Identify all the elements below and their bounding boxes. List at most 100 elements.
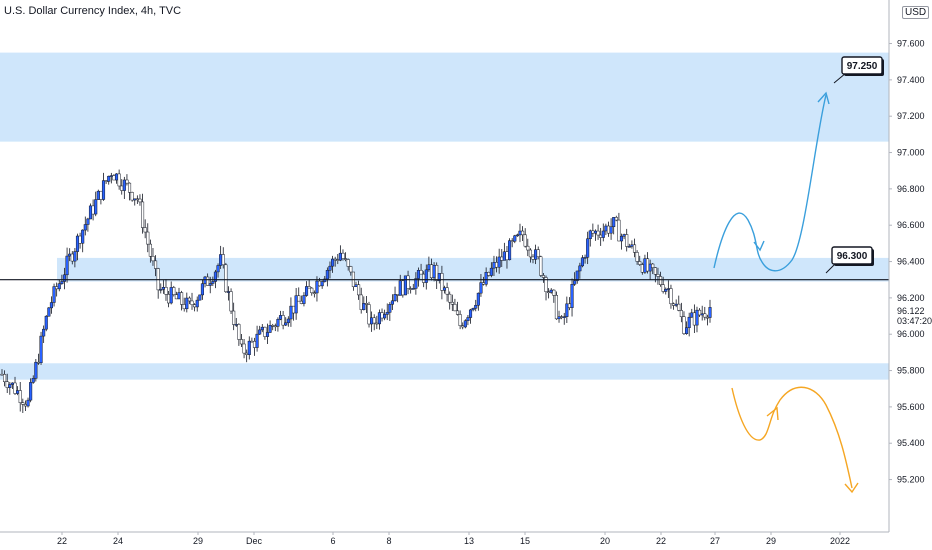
- candle-body: [3, 374, 7, 382]
- candle-body: [55, 286, 59, 290]
- candle-body: [247, 340, 251, 355]
- candle-body: [510, 240, 514, 242]
- candle-body: [536, 249, 540, 258]
- y-tick-label: 96.000: [897, 329, 925, 339]
- level-96300-label: 96.300: [825, 246, 874, 274]
- x-tick-label: 22: [57, 536, 67, 546]
- candle-body: [554, 295, 558, 320]
- x-tick-label: 20: [600, 536, 610, 546]
- candle-body: [65, 255, 69, 276]
- candle-body: [57, 283, 61, 290]
- candle-body: [13, 382, 17, 394]
- candle-body: [216, 265, 220, 273]
- candle-body: [552, 289, 556, 296]
- candle-body: [580, 257, 585, 267]
- candle-body: [461, 325, 465, 328]
- candle-body: [164, 287, 168, 295]
- candle-body: [78, 235, 82, 244]
- candle-body: [8, 384, 12, 388]
- y-tick-label: 96.200: [897, 293, 925, 303]
- candle-body: [497, 256, 501, 268]
- candle-body: [0, 373, 4, 376]
- candle-body: [299, 300, 303, 304]
- candle-body: [453, 303, 457, 312]
- level-96300-label-box: [831, 246, 873, 265]
- candle-body: [669, 288, 673, 305]
- candle-body: [528, 249, 532, 258]
- candle-body: [645, 258, 650, 272]
- x-tick-label: 29: [766, 536, 776, 546]
- candle-body: [16, 390, 20, 394]
- x-tick-label: 8: [386, 536, 391, 546]
- candle-body: [354, 284, 358, 287]
- x-tick-label: 13: [464, 536, 474, 546]
- candle-body: [125, 179, 129, 184]
- candle-body: [364, 303, 368, 305]
- candle-body: [677, 303, 681, 311]
- candle-body: [448, 293, 452, 303]
- target-97250-label-box: [841, 56, 883, 75]
- candle-body: [596, 230, 600, 236]
- candle-body: [75, 235, 80, 252]
- candle-body: [180, 292, 184, 305]
- candle-body: [18, 390, 22, 403]
- candle-body: [83, 224, 87, 231]
- candle-body: [393, 294, 397, 302]
- x-tick-label: 2022: [830, 536, 850, 546]
- target-97250-label: 97.250: [833, 56, 884, 84]
- candle-body: [239, 339, 244, 345]
- candle-body: [367, 304, 371, 325]
- candle-body: [401, 280, 405, 296]
- candle-body: [143, 227, 147, 233]
- currency-badge[interactable]: USD: [902, 6, 930, 19]
- candle-body: [237, 324, 241, 340]
- candle-body: [229, 291, 233, 312]
- y-tick-label: 95.800: [897, 366, 925, 376]
- x-tick-label: 24: [113, 536, 123, 546]
- candle-body: [411, 288, 415, 290]
- candle-body: [185, 297, 189, 310]
- candle-body: [73, 251, 77, 262]
- candle-body: [250, 340, 254, 343]
- mid-pivot-zone: [57, 257, 889, 282]
- candle-body: [112, 175, 116, 181]
- candle-body: [474, 304, 478, 309]
- candle-body: [705, 316, 709, 319]
- candle-body: [167, 294, 171, 304]
- x-tick-label: 6: [330, 536, 335, 546]
- candle-body: [281, 315, 285, 326]
- candle-body: [547, 291, 551, 294]
- candle-body: [419, 270, 423, 275]
- candle-body: [622, 234, 626, 237]
- candle-body: [653, 267, 657, 275]
- candle-body: [42, 328, 46, 337]
- candle-body: [96, 190, 100, 200]
- candle-body: [398, 280, 402, 296]
- candle-body: [674, 303, 678, 306]
- candle-body: [60, 281, 64, 284]
- candle-body: [651, 263, 655, 268]
- candle-body: [708, 307, 712, 318]
- candle-body: [94, 199, 98, 215]
- candle-body: [526, 245, 530, 251]
- candle-body: [172, 287, 176, 295]
- y-tick-label: 97.600: [897, 39, 925, 49]
- y-tick-label: 97.200: [897, 111, 925, 121]
- candle-body: [114, 173, 119, 181]
- candle-body: [284, 322, 288, 326]
- candle-body: [575, 270, 579, 281]
- candle-body: [68, 253, 72, 257]
- target-97250-label-text: 97.250: [847, 61, 878, 72]
- candle-body: [88, 205, 93, 220]
- candle-body: [377, 312, 381, 325]
- candle-body: [138, 198, 142, 203]
- candle-body: [505, 251, 509, 261]
- candle-body: [29, 382, 33, 401]
- candle-body: [107, 175, 111, 182]
- candle-body: [468, 309, 473, 318]
- x-tick-label: 29: [193, 536, 203, 546]
- candle-body: [104, 180, 108, 182]
- candle-body: [429, 264, 434, 279]
- candle-body: [36, 361, 40, 364]
